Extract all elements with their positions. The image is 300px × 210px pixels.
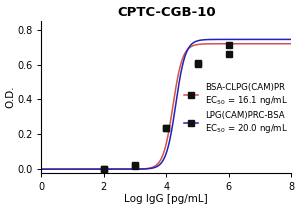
Title: CPTC-CGB-10: CPTC-CGB-10 (117, 5, 216, 18)
Legend: BSA-CLPG(CAM)PR
EC$_{50}$ = 16.1 ng/mL, LPG(CAM)PRC-BSA
EC$_{50}$ = 20.0 ng/mL: BSA-CLPG(CAM)PR EC$_{50}$ = 16.1 ng/mL, … (182, 81, 290, 137)
X-axis label: Log IgG [pg/mL]: Log IgG [pg/mL] (124, 194, 208, 205)
Y-axis label: O.D.: O.D. (6, 85, 16, 108)
